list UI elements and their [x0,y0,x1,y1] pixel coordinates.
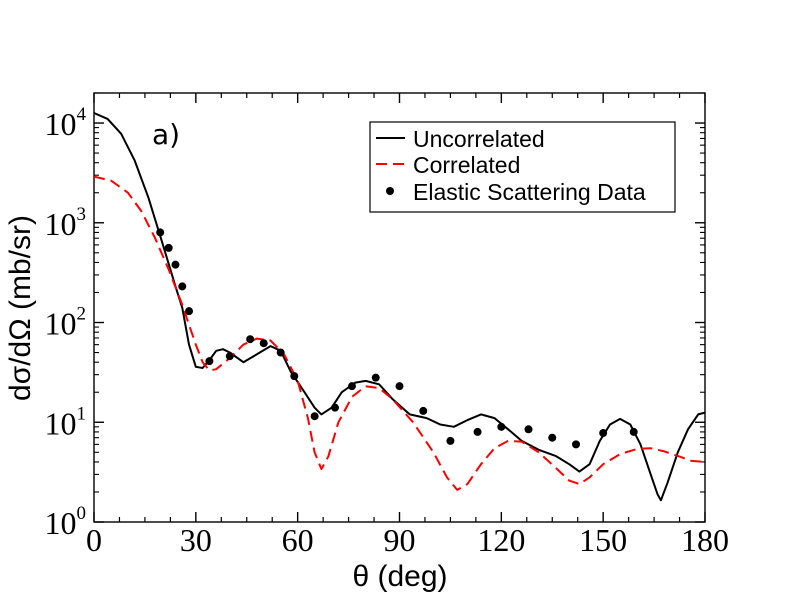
data-point [310,412,319,421]
data-point [225,352,234,361]
data-point [178,282,187,291]
y-tick-label-10000: 104 [45,104,87,142]
data-point [246,335,255,344]
data-point [156,228,165,237]
data-point [473,427,482,436]
y-tick-label-1: 100 [45,503,87,541]
x-axis-ticks: 0 30 60 90 120 150 180 [86,93,729,558]
x-axis-title: θ (deg) [352,560,447,593]
data-point [171,260,180,269]
data-point [629,427,638,436]
series-layer [93,112,706,502]
y-tick-label-10: 101 [45,403,87,441]
data-point [446,436,455,445]
legend-marker-data [386,187,394,195]
data-point [185,307,194,316]
x-tick-label-90: 90 [384,522,416,558]
data-point [395,382,404,391]
data-point [205,357,214,366]
data-point [347,382,356,391]
x-tick-label-30: 30 [180,522,212,558]
series-line-correlated [93,175,706,491]
data-point [524,425,533,434]
data-point [599,429,608,438]
data-point [497,422,506,431]
data-point [572,440,581,449]
legend-box [369,121,676,213]
y-axis-title: dσ/dΩ (mb/sr) [4,215,37,401]
data-point [371,373,380,382]
legend: Uncorrelated Correlated Elastic Scatteri… [369,121,676,213]
series-line-uncorrelated [93,112,706,502]
panel-label: a) [152,118,180,151]
legend-label-correlated: Correlated [413,152,520,178]
data-point [290,372,299,381]
data-point [331,403,340,412]
y-axis-ticks: 100 101 102 103 104 [45,92,705,541]
x-tick-label-150: 150 [579,522,627,558]
legend-label-uncorrelated: Uncorrelated [413,126,545,152]
legend-label-data: Elastic Scattering Data [413,179,646,205]
y-tick-label-1000: 103 [45,204,87,242]
x-tick-label-60: 60 [282,522,314,558]
data-point [259,339,268,348]
data-point [164,243,173,252]
data-point [276,348,285,357]
x-tick-label-120: 120 [477,522,525,558]
y-tick-label-100: 102 [45,304,87,342]
data-point [419,406,428,415]
x-tick-label-180: 180 [681,522,729,558]
x-tick-label-0: 0 [86,522,102,558]
data-point [548,433,557,442]
